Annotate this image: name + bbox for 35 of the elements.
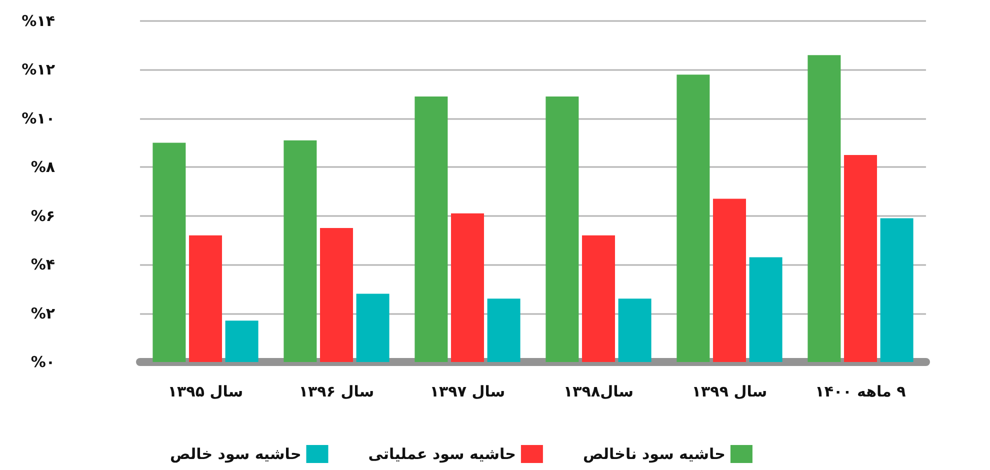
y-tick-label: %۲: [30, 304, 55, 322]
bar: [618, 298, 652, 362]
y-tick-label: %۶: [30, 206, 55, 225]
bar: [749, 257, 782, 362]
y-tick-label: %۱۲: [22, 60, 55, 79]
bar: [320, 228, 353, 362]
bar: [487, 298, 520, 362]
bar: [451, 213, 484, 362]
bar: [808, 55, 841, 362]
y-tick-label: %۰: [30, 353, 55, 371]
bar: [582, 235, 615, 362]
bar: [713, 198, 746, 362]
bar: [676, 74, 710, 362]
x-tick-label: سال ۱۳۹۶: [298, 382, 374, 400]
y-tick-label: %۸: [30, 158, 55, 176]
x-tick-label: سال ۱۳۹۹: [692, 382, 768, 400]
bar: [284, 140, 317, 362]
x-tick-label: سال۱۳۹۸: [563, 382, 634, 400]
bar: [225, 320, 258, 362]
x-tick-label: سال ۱۳۹۷: [430, 382, 506, 400]
x-tick-label: ۹ ماهه ۱۴۰۰: [815, 382, 906, 400]
bar: [880, 218, 914, 362]
legend-label: حاشیه سود خالص: [170, 445, 302, 463]
legend-label: حاشیه سود عملیاتی: [368, 445, 516, 463]
bar: [356, 294, 390, 362]
bar: [189, 235, 222, 362]
x-tick-label: سال ۱۳۹۵: [168, 382, 244, 400]
legend-label: حاشیه سود ناخالص: [582, 445, 726, 463]
y-tick-label: %۴: [30, 256, 55, 274]
bar: [844, 154, 877, 362]
bar: [152, 142, 186, 362]
y-tick-label: %۱۰: [22, 109, 55, 128]
bar: [414, 96, 448, 362]
y-tick-label: %۱۴: [22, 12, 55, 30]
bar: [546, 96, 579, 362]
